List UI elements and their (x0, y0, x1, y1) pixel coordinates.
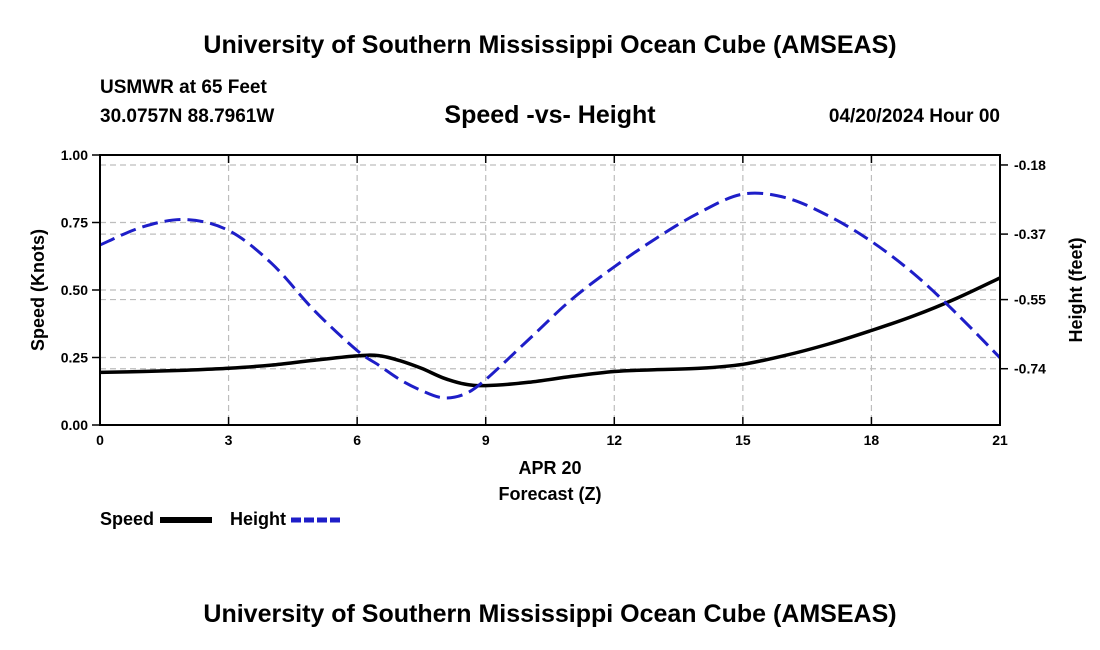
y2-tick-label: -0.18 (1014, 157, 1046, 173)
y-tick-label: 0.25 (61, 350, 88, 366)
y2-tick-label: -0.55 (1014, 292, 1046, 308)
station-coordinates: 30.0757N 88.7961W (100, 106, 275, 127)
y-axis-label: Speed (Knots) (28, 229, 48, 351)
forecast-datetime: 04/20/2024 Hour 00 (828, 106, 1000, 127)
x-tick-label: 15 (735, 432, 751, 448)
chart-subtitle: Speed -vs- Height (444, 101, 656, 129)
y-tick-label: 0.00 (61, 417, 88, 433)
series-layer (99, 191, 1002, 400)
grid (100, 154, 1000, 425)
x-tick-label: 6 (353, 432, 361, 448)
series-line-height (99, 191, 1002, 400)
main-title: University of Southern Mississippi Ocean… (203, 31, 897, 59)
legend: Speed Height (100, 509, 343, 529)
y-tick-label: 0.50 (61, 282, 88, 298)
station-label: USMWR at 65 Feet (100, 77, 267, 98)
y2-tick-label: -0.37 (1014, 226, 1046, 242)
legend-label-speed: Speed (100, 509, 154, 529)
y2-axis-label: Height (feet) (1066, 238, 1086, 343)
y2-tick-label: -0.74 (1014, 361, 1046, 377)
y-tick-label: 0.75 (61, 215, 88, 231)
x-tick-label: 9 (482, 432, 490, 448)
footer-title: University of Southern Mississippi Ocean… (203, 600, 897, 628)
x-tick-label: 12 (606, 432, 622, 448)
x-tick-label: 3 (225, 432, 233, 448)
legend-label-height: Height (230, 509, 286, 529)
series-line-speed (99, 276, 1001, 388)
y-tick-label: 1.00 (61, 147, 88, 163)
x-tick-label: 18 (864, 432, 880, 448)
ticks: 0 3 6 9 12 15 18 21 0.00 0.25 0.50 0.75 1.00 -0.18 -0.… (61, 147, 1046, 448)
x-axis-date-label: APR 20 (518, 458, 581, 478)
x-tick-label: 0 (96, 432, 104, 448)
x-axis-label: Forecast (Z) (498, 484, 601, 504)
x-tick-label: 21 (992, 432, 1008, 448)
